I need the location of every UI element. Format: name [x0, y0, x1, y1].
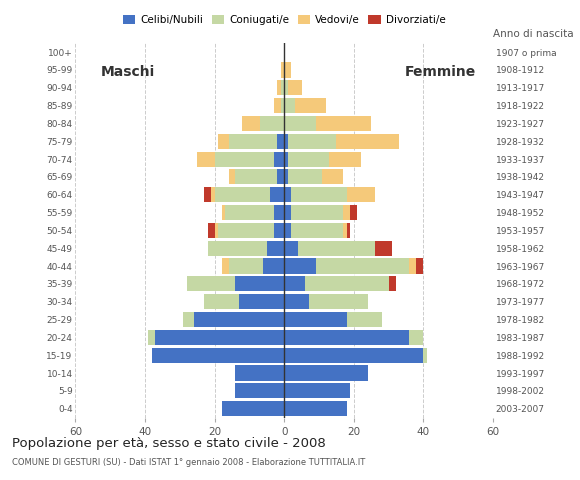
Bar: [284, 348, 423, 363]
Bar: [291, 205, 343, 220]
Bar: [347, 312, 382, 327]
Bar: [277, 134, 284, 149]
Bar: [229, 169, 235, 184]
Bar: [305, 276, 389, 291]
Bar: [263, 258, 284, 274]
Bar: [229, 134, 277, 149]
Bar: [284, 98, 295, 113]
Bar: [148, 330, 155, 345]
Bar: [409, 330, 423, 345]
Bar: [215, 223, 218, 238]
Text: Popolazione per età, sesso e stato civile - 2008: Popolazione per età, sesso e stato civil…: [12, 437, 325, 450]
Bar: [235, 276, 284, 291]
Bar: [284, 258, 316, 274]
Bar: [267, 240, 284, 256]
Bar: [222, 205, 225, 220]
Bar: [298, 240, 375, 256]
Bar: [284, 169, 288, 184]
Bar: [284, 383, 350, 398]
Bar: [208, 240, 267, 256]
Bar: [270, 187, 284, 203]
Bar: [222, 401, 284, 416]
Bar: [281, 62, 284, 78]
Legend: Celibi/Nubili, Coniugati/e, Vedovi/e, Divorziati/e: Celibi/Nubili, Coniugati/e, Vedovi/e, Di…: [118, 11, 450, 29]
Bar: [194, 312, 284, 327]
Bar: [211, 187, 215, 203]
Bar: [277, 80, 281, 96]
Bar: [215, 187, 270, 203]
Bar: [423, 348, 427, 363]
Bar: [277, 169, 284, 184]
Bar: [218, 134, 229, 149]
Bar: [222, 258, 229, 274]
Bar: [229, 258, 263, 274]
Bar: [274, 152, 284, 167]
Bar: [416, 258, 423, 274]
Bar: [281, 80, 284, 96]
Bar: [375, 240, 392, 256]
Bar: [284, 276, 305, 291]
Bar: [235, 383, 284, 398]
Bar: [274, 223, 284, 238]
Bar: [187, 276, 235, 291]
Bar: [336, 134, 399, 149]
Bar: [316, 258, 409, 274]
Text: Anno di nascita: Anno di nascita: [493, 29, 574, 39]
Bar: [291, 187, 347, 203]
Bar: [274, 205, 284, 220]
Bar: [218, 223, 274, 238]
Bar: [242, 116, 260, 131]
Bar: [389, 276, 396, 291]
Bar: [284, 312, 347, 327]
Bar: [284, 330, 409, 345]
Bar: [284, 205, 291, 220]
Bar: [284, 294, 309, 309]
Bar: [288, 152, 329, 167]
Bar: [284, 62, 291, 78]
Bar: [322, 169, 343, 184]
Bar: [281, 98, 284, 113]
Text: Maschi: Maschi: [100, 65, 155, 79]
Bar: [295, 98, 326, 113]
Bar: [284, 152, 288, 167]
Bar: [204, 187, 211, 203]
Bar: [329, 152, 361, 167]
Bar: [343, 223, 347, 238]
Bar: [274, 98, 281, 113]
Bar: [284, 116, 316, 131]
Bar: [215, 152, 274, 167]
Bar: [197, 152, 215, 167]
Bar: [284, 240, 298, 256]
Bar: [284, 80, 288, 96]
Bar: [208, 223, 215, 238]
Bar: [291, 223, 343, 238]
Bar: [152, 348, 284, 363]
Bar: [284, 134, 288, 149]
Bar: [155, 330, 284, 345]
Bar: [204, 294, 239, 309]
Bar: [350, 205, 357, 220]
Bar: [309, 294, 368, 309]
Bar: [284, 401, 347, 416]
Bar: [235, 169, 277, 184]
Bar: [347, 187, 375, 203]
Bar: [284, 187, 291, 203]
Bar: [235, 365, 284, 381]
Bar: [284, 365, 368, 381]
Bar: [288, 169, 322, 184]
Bar: [288, 134, 336, 149]
Bar: [316, 116, 371, 131]
Bar: [347, 223, 350, 238]
Text: Femmine: Femmine: [405, 65, 476, 79]
Bar: [284, 223, 291, 238]
Bar: [225, 205, 274, 220]
Bar: [183, 312, 194, 327]
Bar: [288, 80, 302, 96]
Bar: [260, 116, 284, 131]
Bar: [409, 258, 416, 274]
Bar: [343, 205, 350, 220]
Bar: [239, 294, 284, 309]
Text: COMUNE DI GESTURI (SU) - Dati ISTAT 1° gennaio 2008 - Elaborazione TUTTITALIA.IT: COMUNE DI GESTURI (SU) - Dati ISTAT 1° g…: [12, 458, 365, 468]
